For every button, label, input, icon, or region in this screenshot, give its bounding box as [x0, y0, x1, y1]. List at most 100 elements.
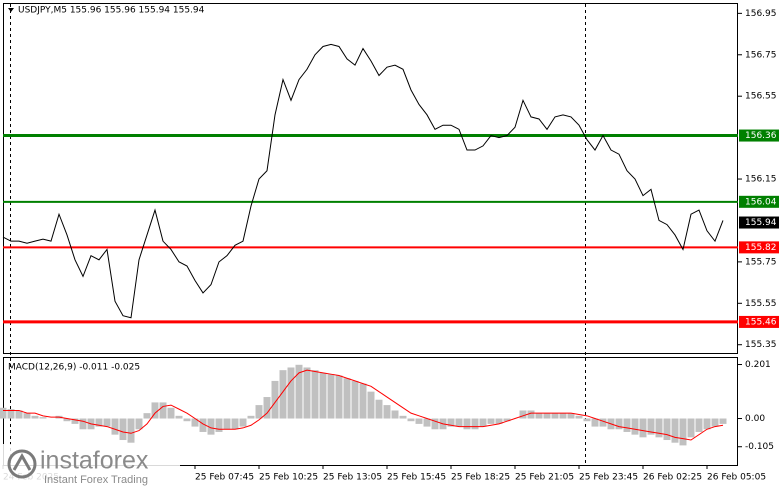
macd-bar: [543, 413, 551, 419]
macd-bar: [383, 405, 391, 419]
x-tick-label: 26 Feb 02:25: [643, 473, 702, 483]
macd-bar: [71, 418, 79, 424]
macd-bar: [687, 418, 695, 438]
macd-bar: [711, 418, 719, 427]
macd-bar: [167, 407, 175, 419]
macd-bar: [527, 410, 535, 419]
macd-bar: [263, 397, 271, 419]
x-tick-label: 25 Feb 21:05: [515, 473, 574, 483]
macd-bar: [175, 415, 183, 419]
macd-bar: [0, 407, 7, 419]
macd-bar: [255, 405, 263, 419]
macd-bar: [655, 418, 663, 438]
watermark-title: instaforex: [40, 447, 149, 475]
macd-bar: [151, 402, 159, 419]
macd-bar: [367, 391, 375, 419]
macd-bar: [455, 418, 463, 427]
chart-title: USDJPY,M5 155.96 155.96 155.94 155.94: [18, 6, 205, 16]
x-tick-label: 25 Feb 18:25: [451, 473, 510, 483]
y-tick-label: 155.75: [745, 257, 777, 267]
last-price: 155.94: [745, 218, 777, 228]
macd-bar: [63, 418, 71, 422]
y-tick-label: 156.15: [745, 175, 777, 185]
macd-bar: [647, 418, 655, 435]
y-tick-label: -0.105: [745, 442, 774, 452]
macd-bar: [143, 413, 151, 419]
x-tick-label: 25 Feb 15:45: [387, 473, 446, 483]
macd-bar: [695, 418, 703, 432]
macd-bar: [391, 410, 399, 419]
macd-bar: [703, 418, 711, 430]
macd-bar: [135, 418, 143, 430]
macd-bar: [671, 418, 679, 443]
y-tick-label: 155.35: [745, 340, 777, 350]
macd-bar: [375, 399, 383, 419]
macd-bar: [599, 418, 607, 427]
macd-bar: [359, 383, 367, 419]
macd-bar: [111, 418, 119, 435]
macd-bar: [663, 418, 671, 441]
macd-bar: [407, 418, 415, 422]
macd-bar: [327, 374, 335, 419]
macd-bar: [615, 418, 623, 430]
macd-bar: [103, 418, 111, 427]
x-tick-label: 26 Feb 05:05: [707, 473, 766, 483]
macd-bar: [415, 418, 423, 424]
macd-bar: [287, 367, 295, 419]
level-label-bg: [739, 195, 779, 208]
y-tick-label: 156.55: [745, 92, 777, 102]
x-tick-label: 25 Feb 13:05: [323, 473, 382, 483]
main-frame: [3, 3, 738, 354]
macd-bar: [351, 380, 359, 419]
macd-bar: [279, 370, 287, 419]
y-tick-label: 156.75: [745, 50, 777, 60]
macd-bar: [399, 415, 407, 419]
level-label: 156.36: [745, 131, 777, 141]
logo-icon: [12, 452, 32, 471]
macd-bar: [319, 372, 327, 419]
price-line: [2, 43, 724, 319]
macd-bar: [119, 418, 127, 441]
macd-bar: [591, 418, 599, 427]
macd-bar: [231, 418, 239, 430]
macd-bar: [495, 418, 503, 424]
macd-bar: [247, 415, 255, 419]
watermark: instaforex Instant Forex Trading: [0, 444, 180, 489]
macd-bar: [447, 418, 455, 427]
menu-icon: [8, 8, 14, 12]
macd-bar: [583, 418, 591, 422]
macd-bar: [303, 367, 311, 419]
macd-bar: [487, 418, 495, 424]
macd-bar: [215, 418, 223, 432]
macd-bar: [719, 418, 727, 424]
macd-bar: [207, 418, 215, 435]
macd-bar: [127, 418, 135, 443]
y-tick-label: 0.00: [745, 414, 765, 424]
macd-bar: [39, 417, 47, 419]
level-label-bg: [739, 315, 779, 328]
macd-bar: [575, 415, 583, 419]
macd-bar: [567, 413, 575, 419]
macd-bar: [431, 418, 439, 430]
y-tick-label: 155.55: [745, 299, 777, 309]
macd-bar: [519, 410, 527, 419]
macd-bar: [639, 418, 647, 438]
level-label: 156.04: [745, 197, 777, 207]
x-tick-label: 25 Feb 23:45: [579, 473, 638, 483]
watermark-subtitle: Instant Forex Trading: [44, 474, 148, 486]
logo-icon: [7, 449, 37, 479]
macd-bar: [551, 413, 559, 419]
y-tick-label: 156.95: [745, 9, 777, 19]
macd-bar: [559, 413, 567, 419]
macd-bar: [271, 380, 279, 419]
macd-bar: [183, 418, 191, 422]
macd-bar: [343, 378, 351, 419]
macd-title: MACD(12,26,9) -0.011 -0.025: [8, 363, 140, 373]
macd-bar: [479, 418, 487, 427]
macd-bar: [191, 418, 199, 427]
macd-bar: [311, 370, 319, 419]
macd-bar: [423, 418, 431, 427]
last-price-bg: [739, 216, 779, 229]
macd-bar: [79, 418, 87, 430]
